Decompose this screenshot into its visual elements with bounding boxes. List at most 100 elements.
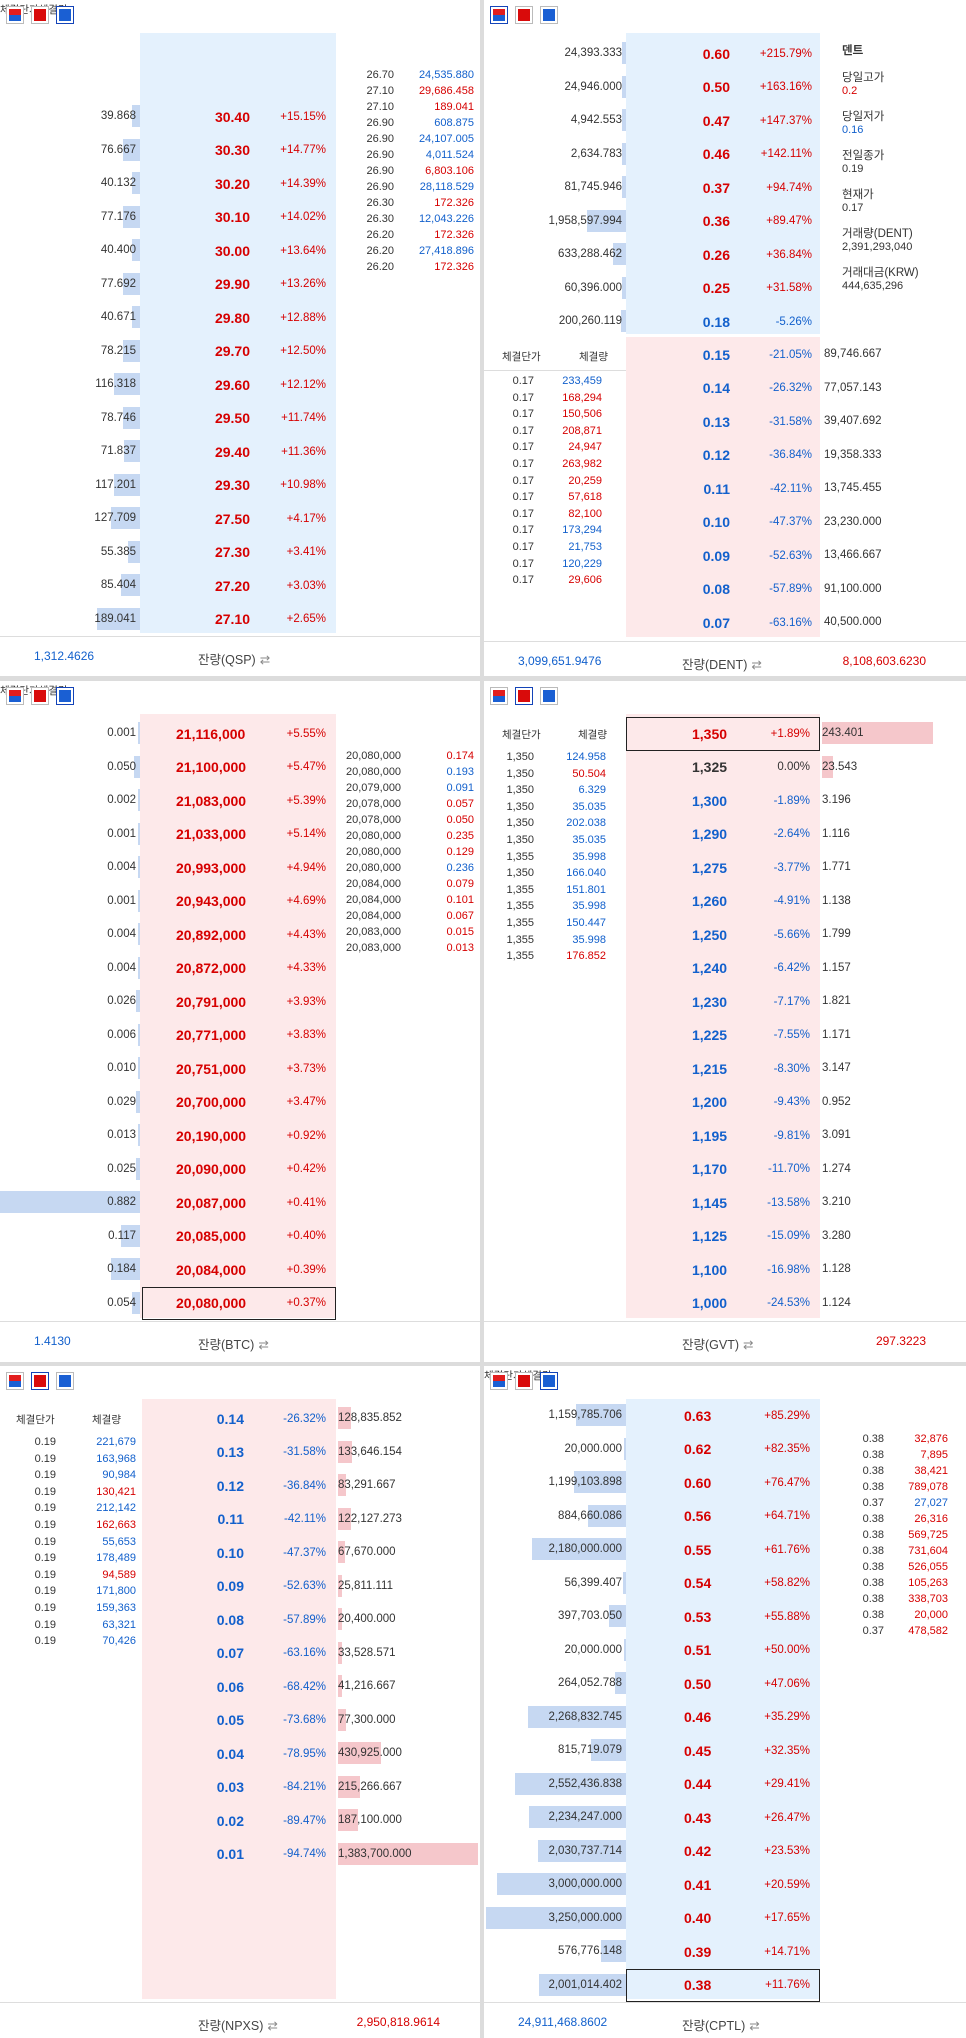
view-ask-button[interactable]: [515, 687, 533, 705]
orderbook-row[interactable]: 2,180,000.000 0.55 +61.76%: [484, 1533, 966, 1567]
remaining-toggle[interactable]: 잔량(BTC) ⇄: [198, 1334, 269, 1353]
remaining-toggle[interactable]: 잔량(GVT) ⇄: [682, 1334, 754, 1353]
orderbook-row[interactable]: 0.004 20,872,000 +4.33%: [0, 952, 480, 986]
orderbook-row[interactable]: 0.004 20,993,000 +4.94%: [0, 851, 480, 885]
orderbook-ask-row[interactable]: 24,393.333 0.60 +215.79%: [484, 37, 966, 71]
orderbook-row[interactable]: 0.013 20,190,000 +0.92%: [0, 1119, 480, 1153]
view-ask-button[interactable]: [31, 1372, 49, 1390]
orderbook-row[interactable]: 2,552,436.838 0.44 +29.41%: [484, 1768, 966, 1802]
orderbook-row[interactable]: 76.667 30.30 +14.77%: [0, 134, 480, 168]
orderbook-row[interactable]: 0.001 20,943,000 +4.69%: [0, 885, 480, 919]
remaining-toggle[interactable]: 잔량(CPTL) ⇄: [682, 2015, 760, 2034]
orderbook-row[interactable]: 0.05 -73.68% 77,300.000: [0, 1704, 480, 1738]
view-both-button[interactable]: [490, 687, 508, 705]
view-ask-button[interactable]: [31, 687, 49, 705]
orderbook-row[interactable]: 40.671 29.80 +12.88%: [0, 301, 480, 335]
orderbook-row[interactable]: 0.01 -94.74% 1,383,700.000: [0, 1838, 480, 1872]
orderbook-row[interactable]: 0.054 20,080,000 +0.37%: [0, 1286, 480, 1320]
view-bid-button[interactable]: [540, 687, 558, 705]
orderbook-ask-row[interactable]: 24,946.000 0.50 +163.16%: [484, 71, 966, 105]
orderbook-row[interactable]: 2,234,247.000 0.43 +26.47%: [484, 1801, 966, 1835]
orderbook-row[interactable]: 78.215 29.70 +12.50%: [0, 335, 480, 369]
orderbook-row[interactable]: 0.11 -42.11% 122,127.273: [0, 1503, 480, 1537]
orderbook-row[interactable]: 20,000.000 0.62 +82.35%: [484, 1433, 966, 1467]
orderbook-row[interactable]: 264,052.788 0.50 +47.06%: [484, 1667, 966, 1701]
orderbook-row[interactable]: 3,250,000.000 0.40 +17.65%: [484, 1902, 966, 1936]
orderbook-bid-row[interactable]: 0.07 -63.16% 40,500.000: [484, 606, 966, 640]
orderbook-row[interactable]: 0.02 -89.47% 187,100.000: [0, 1804, 480, 1838]
orderbook-row[interactable]: 40.400 30.00 +13.64%: [0, 234, 480, 268]
orderbook-row[interactable]: 0.001 21,033,000 +5.14%: [0, 818, 480, 852]
orderbook-ask-row[interactable]: 4,942.553 0.47 +147.37%: [484, 104, 966, 138]
orderbook-row[interactable]: 77.176 30.10 +14.02%: [0, 201, 480, 235]
remaining-toggle[interactable]: 잔량(DENT) ⇄: [682, 654, 762, 673]
orderbook-row[interactable]: 1,199,103.898 0.60 +76.47%: [484, 1466, 966, 1500]
orderbook-row[interactable]: 78.746 29.50 +11.74%: [0, 402, 480, 436]
orderbook-row[interactable]: 1,125 -15.09% 3.280: [484, 1220, 966, 1254]
view-both-button[interactable]: [6, 1372, 24, 1390]
orderbook-row[interactable]: 1,325 0.00% 23.543: [484, 751, 966, 785]
orderbook-row[interactable]: 0.13 -31.58% 133,646.154: [0, 1436, 480, 1470]
orderbook-ask-row[interactable]: 60,396.000 0.25 +31.58%: [484, 272, 966, 306]
view-both-button[interactable]: [490, 1372, 508, 1390]
orderbook-row[interactable]: 884,660.086 0.56 +64.71%: [484, 1500, 966, 1534]
orderbook-row[interactable]: 20,000.000 0.51 +50.00%: [484, 1634, 966, 1668]
orderbook-row[interactable]: 0.14 -26.32% 128,835.852: [0, 1402, 480, 1436]
orderbook-row[interactable]: 2,268,832.745 0.46 +35.29%: [484, 1701, 966, 1735]
orderbook-row[interactable]: 2,030,737.714 0.42 +23.53%: [484, 1835, 966, 1869]
orderbook-row[interactable]: 0.004 20,892,000 +4.43%: [0, 918, 480, 952]
view-ask-button[interactable]: [515, 6, 533, 24]
orderbook-row[interactable]: 1,250 -5.66% 1.799: [484, 918, 966, 952]
view-both-button[interactable]: [6, 6, 24, 24]
view-both-button[interactable]: [6, 687, 24, 705]
orderbook-row[interactable]: 0.050 21,100,000 +5.47%: [0, 751, 480, 785]
orderbook-row[interactable]: 1,000 -24.53% 1.124: [484, 1287, 966, 1321]
orderbook-row[interactable]: 117.201 29.30 +10.98%: [0, 469, 480, 503]
orderbook-bid-row[interactable]: 0.10 -47.37% 23,230.000: [484, 506, 966, 540]
orderbook-row[interactable]: 0.03 -84.21% 215,266.667: [0, 1771, 480, 1805]
orderbook-row[interactable]: 0.117 20,085,000 +0.40%: [0, 1220, 480, 1254]
orderbook-row[interactable]: 1,230 -7.17% 1.821: [484, 985, 966, 1019]
orderbook-row[interactable]: 1,225 -7.55% 1.171: [484, 1019, 966, 1053]
orderbook-row[interactable]: 0.12 -36.84% 83,291.667: [0, 1469, 480, 1503]
view-bid-button[interactable]: [540, 6, 558, 24]
orderbook-row[interactable]: 1,300 -1.89% 3.196: [484, 784, 966, 818]
orderbook-bid-row[interactable]: 0.14 -26.32% 77,057.143: [484, 372, 966, 406]
orderbook-row[interactable]: 0.10 -47.37% 67,670.000: [0, 1536, 480, 1570]
orderbook-row[interactable]: 1,290 -2.64% 1.116: [484, 818, 966, 852]
view-bid-button[interactable]: [56, 6, 74, 24]
view-both-button[interactable]: [490, 6, 508, 24]
orderbook-row[interactable]: 1,195 -9.81% 3.091: [484, 1119, 966, 1153]
orderbook-row[interactable]: 815,719.079 0.45 +32.35%: [484, 1734, 966, 1768]
orderbook-row[interactable]: 0.08 -57.89% 20,400.000: [0, 1603, 480, 1637]
orderbook-ask-row[interactable]: 1,958,597.994 0.36 +89.47%: [484, 205, 966, 239]
view-bid-button[interactable]: [540, 1372, 558, 1390]
orderbook-bid-row[interactable]: 0.15 -21.05% 89,746.667: [484, 338, 966, 372]
orderbook-bid-row[interactable]: 0.09 -52.63% 13,466.667: [484, 539, 966, 573]
view-ask-button[interactable]: [515, 1372, 533, 1390]
orderbook-row[interactable]: 1,275 -3.77% 1.771: [484, 851, 966, 885]
orderbook-row[interactable]: 1,159,785.706 0.63 +85.29%: [484, 1399, 966, 1433]
orderbook-row[interactable]: 1,350 +1.89% 243.401: [484, 717, 966, 751]
orderbook-row[interactable]: 0.06 -68.42% 41,216.667: [0, 1670, 480, 1704]
orderbook-row[interactable]: 85.404 27.20 +3.03%: [0, 569, 480, 603]
orderbook-row[interactable]: 40.132 30.20 +14.39%: [0, 167, 480, 201]
orderbook-bid-row[interactable]: 0.11 -42.11% 13,745.455: [484, 472, 966, 506]
orderbook-ask-row[interactable]: 81,745.946 0.37 +94.74%: [484, 171, 966, 205]
orderbook-ask-row[interactable]: 2,634.783 0.46 +142.11%: [484, 138, 966, 172]
orderbook-row[interactable]: 1,215 -8.30% 3.147: [484, 1052, 966, 1086]
orderbook-bid-row[interactable]: 0.08 -57.89% 91,100.000: [484, 573, 966, 607]
orderbook-row[interactable]: 116.318 29.60 +12.12%: [0, 368, 480, 402]
orderbook-row[interactable]: 77.692 29.90 +13.26%: [0, 268, 480, 302]
orderbook-row[interactable]: 71.837 29.40 +11.36%: [0, 435, 480, 469]
orderbook-row[interactable]: 0.184 20,084,000 +0.39%: [0, 1253, 480, 1287]
orderbook-row[interactable]: 0.025 20,090,000 +0.42%: [0, 1153, 480, 1187]
view-bid-button[interactable]: [56, 1372, 74, 1390]
orderbook-ask-row[interactable]: 633,288.462 0.26 +36.84%: [484, 238, 966, 272]
orderbook-row[interactable]: 0.001 21,116,000 +5.55%: [0, 717, 480, 751]
orderbook-row[interactable]: [0, 33, 480, 67]
orderbook-row[interactable]: 0.029 20,700,000 +3.47%: [0, 1086, 480, 1120]
orderbook-row[interactable]: 56,399.407 0.54 +58.82%: [484, 1567, 966, 1601]
orderbook-row[interactable]: 0.07 -63.16% 33,528.571: [0, 1637, 480, 1671]
orderbook-row[interactable]: 2,001,014.402 0.38 +11.76%: [484, 1968, 966, 2002]
